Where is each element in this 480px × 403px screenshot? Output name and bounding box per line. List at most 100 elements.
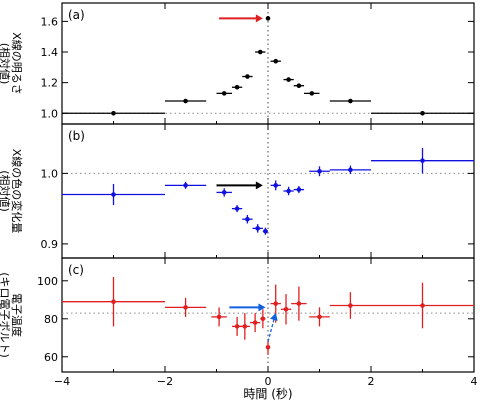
data-point — [270, 180, 281, 191]
x-axis-label: 時間 (秒) — [243, 387, 292, 401]
data-marker — [234, 206, 240, 211]
x-tick-label: 4 — [471, 375, 478, 388]
y-axis-label: X線の色の変化量 — [10, 149, 24, 234]
data-point — [293, 186, 305, 194]
data-point — [249, 313, 261, 333]
data-marker — [221, 190, 227, 195]
data-marker — [317, 314, 322, 320]
data-point — [371, 110, 474, 116]
data-marker — [183, 98, 188, 104]
data-point — [309, 166, 330, 177]
y-tick-label: 60 — [44, 351, 58, 364]
data-point — [262, 227, 268, 235]
data-marker — [216, 314, 222, 320]
panel-a: 1.0 1.2 1.4 1.6 (a) X線の明るさ(相対値) — [0, 2, 475, 125]
data-point — [231, 205, 243, 213]
y-tick-label: 100 — [37, 275, 58, 288]
data-point — [293, 83, 305, 89]
data-point — [242, 214, 253, 224]
data-marker — [296, 187, 302, 192]
panel-label: (a) — [68, 8, 85, 22]
y-axis-sublabel: (相対値) — [0, 43, 12, 85]
arrow-head — [270, 313, 278, 321]
dashed-arrow — [267, 312, 278, 342]
data-point — [265, 339, 271, 355]
data-marker — [420, 158, 425, 163]
data-marker — [283, 307, 289, 312]
y-axis-sublabel: (キロ電子ボルト) — [0, 272, 11, 358]
data-marker — [317, 168, 322, 174]
data-point — [62, 183, 165, 206]
data-marker — [111, 299, 116, 305]
data-marker — [296, 301, 302, 306]
data-point — [211, 307, 227, 327]
data-point — [291, 286, 307, 321]
data-marker — [242, 324, 248, 329]
data-marker — [273, 301, 279, 306]
data-point — [309, 307, 330, 327]
arrow-head — [255, 14, 263, 23]
data-point — [371, 147, 474, 174]
panel-label: (b) — [68, 129, 85, 143]
data-point — [329, 292, 371, 319]
data-point — [329, 165, 371, 175]
x-tick-label: 0 — [265, 375, 272, 388]
data-marker — [348, 303, 353, 308]
data-marker — [183, 183, 188, 188]
data-marker — [252, 320, 258, 325]
y-axis-sublabel: (相対値) — [0, 170, 12, 212]
data-point — [242, 74, 253, 79]
data-marker — [221, 91, 227, 96]
data-point — [304, 91, 320, 96]
data-marker — [255, 226, 260, 231]
y-tick-label: 80 — [44, 313, 58, 326]
arrow-head — [258, 303, 266, 312]
highlight-arrow — [219, 14, 263, 23]
y-axis-label: 電子温度 — [10, 293, 24, 337]
data-marker — [263, 228, 268, 234]
data-point — [283, 186, 294, 196]
data-marker — [111, 110, 116, 116]
data-marker — [265, 16, 271, 21]
data-marker — [420, 303, 425, 308]
data-marker — [309, 91, 315, 96]
data-marker — [348, 98, 353, 104]
data-point — [329, 98, 371, 104]
data-marker — [420, 110, 425, 116]
data-marker — [245, 74, 250, 79]
x-tick-label: −2 — [157, 375, 173, 388]
data-point — [216, 188, 232, 197]
x-tick-label: −4 — [54, 375, 70, 388]
data-point — [252, 224, 263, 233]
y-tick-label: 1.0 — [41, 167, 59, 180]
data-point — [371, 282, 474, 329]
data-marker — [111, 192, 116, 197]
data-point — [255, 49, 266, 55]
data-point — [270, 58, 281, 64]
y-tick-label: 1.4 — [41, 46, 59, 59]
data-marker — [286, 188, 291, 194]
y-tick-label: 1.6 — [41, 15, 59, 28]
data-point — [62, 110, 165, 116]
data-point — [165, 181, 207, 189]
data-marker — [234, 324, 240, 329]
data-point — [216, 91, 232, 96]
highlight-arrow — [229, 303, 266, 312]
data-marker — [260, 316, 266, 322]
data-marker — [257, 49, 263, 55]
panel-c: 60 80 100 (c) 電子温度(キロ電子ボルト) — [0, 257, 475, 373]
y-tick-label: 1.0 — [41, 107, 59, 120]
panels: 1.01.21.41.6 (a)X線の明るさ(相対値)0.91.0(b)X線の色の… — [0, 2, 475, 373]
data-point — [260, 309, 266, 329]
data-marker — [273, 183, 279, 188]
data-marker — [265, 345, 271, 350]
data-marker — [234, 84, 240, 90]
data-point — [265, 16, 271, 21]
panel-label: (c) — [68, 263, 84, 277]
data-point — [165, 297, 207, 317]
data-point — [165, 98, 207, 104]
data-marker — [273, 58, 279, 64]
panel-b: 0.9 1.0 (b) X線の色の変化量(相対値) — [0, 123, 475, 259]
x-tick-label: 2 — [368, 375, 375, 388]
